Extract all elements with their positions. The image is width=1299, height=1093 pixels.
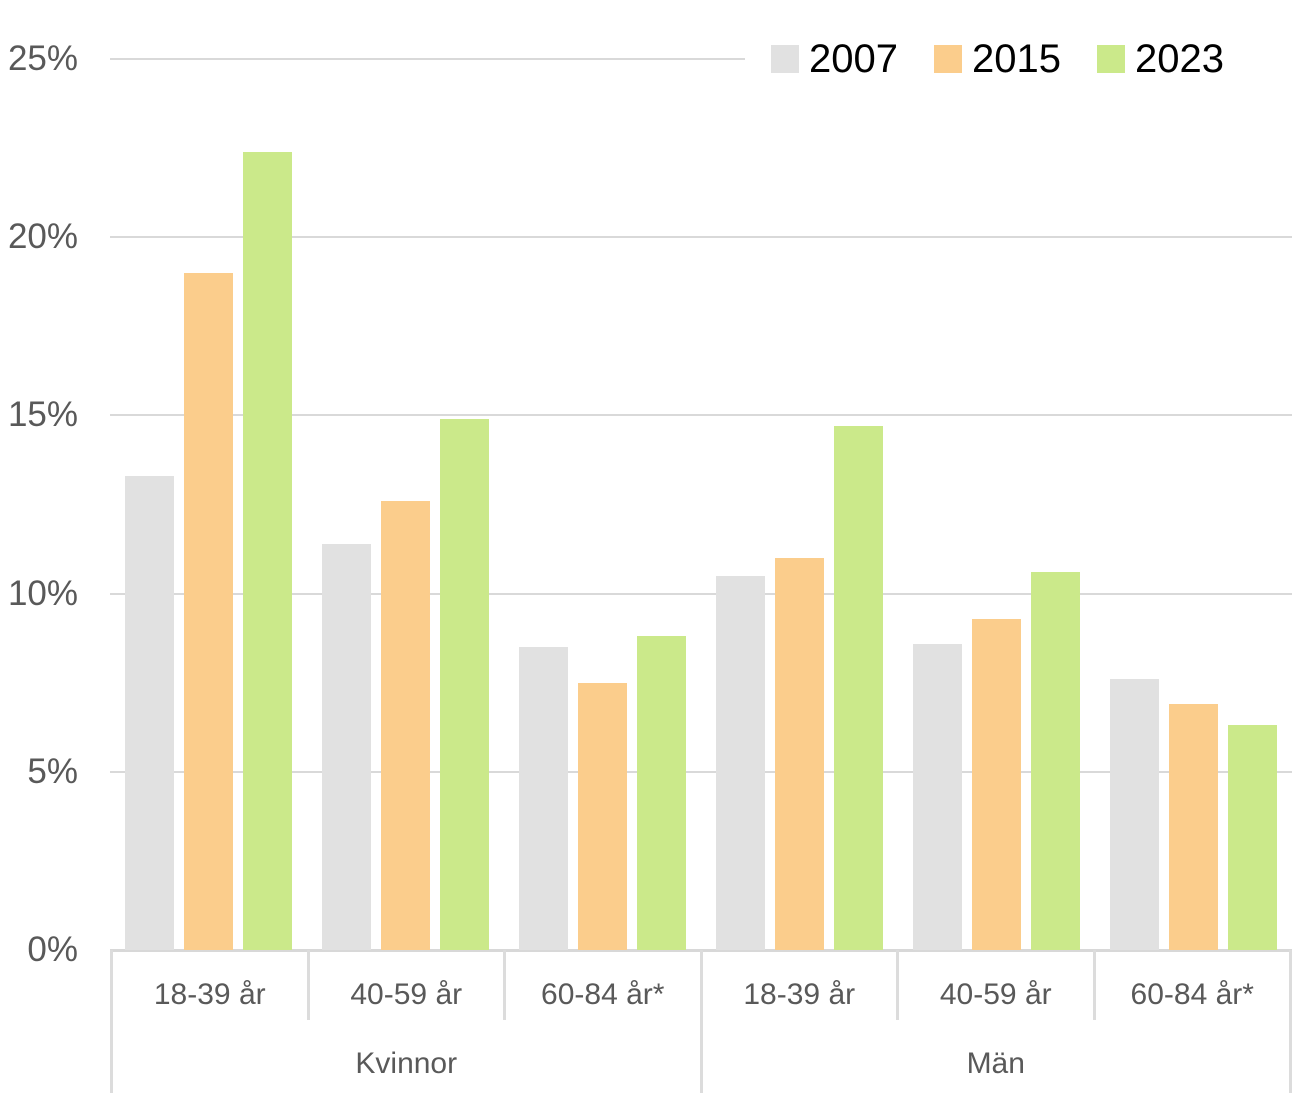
bar-2007-kvinnor-18-39-ar [125, 476, 174, 950]
legend-item-2023: 2023 [1096, 37, 1224, 81]
gridline-20 [110, 236, 1292, 239]
legend-label-2007: 2007 [809, 37, 898, 81]
age-group-label-18-39-ar-kvinnor: 18-39 år [113, 950, 310, 1020]
bar-2023-man-60-84-ar [1228, 725, 1277, 950]
bar-2015-man-40-59-ar [972, 618, 1021, 950]
y-tick-label-0: 0% [27, 930, 78, 969]
x-axis: 18-39 år 40-59 år 60-84 år* 18-39 år 40-59 å… [110, 950, 1292, 1093]
gridline-10 [110, 592, 1292, 595]
legend-item-2015: 2015 [933, 37, 1061, 81]
bar-2015-man-60-84-ar [1169, 704, 1218, 950]
legend-swatch-icon-2007 [771, 45, 799, 73]
bar-group-man-40-59-ar [898, 59, 1095, 950]
bar-2015-man-18-39-ar [775, 557, 824, 950]
bar-2007-man-60-84-ar [1110, 679, 1159, 950]
bar-2007-man-18-39-ar [716, 575, 765, 950]
age-group-label-60-84-ar-man: 60-84 år* [1130, 978, 1254, 1011]
bar-2007-kvinnor-60-84-ar [519, 647, 568, 950]
bar-2023-man-40-59-ar [1031, 572, 1080, 950]
bar-2015-kvinnor-18-39-ar [184, 272, 233, 950]
bar-group-kvinnor-40-59-ar [307, 59, 504, 950]
bar-2007-man-40-59-ar [913, 643, 962, 950]
bar-2023-man-18-39-ar [834, 426, 883, 950]
x-axis-age-row: 18-39 år 40-59 år 60-84 år* 18-39 år 40-59 å… [113, 950, 1289, 1020]
gender-label-kvinnor: Kvinnor [113, 1020, 703, 1093]
gridline-5 [110, 770, 1292, 773]
bar-group-man-60-84-ar [1095, 59, 1292, 950]
y-tick-label-20: 20% [7, 217, 78, 257]
y-tick-label-10: 10% [7, 573, 78, 613]
legend: 2007 2015 2023 [745, 26, 1299, 92]
bar-2023-kvinnor-60-84-ar [637, 636, 686, 950]
legend-label-2023: 2023 [1134, 37, 1224, 81]
plot-area [110, 58, 1292, 952]
bar-2023-kvinnor-18-39-ar [243, 151, 292, 950]
y-tick-label-25: 25% [7, 39, 78, 78]
bar-group-kvinnor-18-39-ar [110, 59, 307, 950]
bar-2007-kvinnor-40-59-ar [322, 543, 371, 950]
legend-item-2007: 2007 [771, 39, 898, 79]
age-group-label-40-59-ar-man: 40-59 år [899, 950, 1096, 1020]
y-tick-label-15: 15% [7, 395, 78, 435]
legend-swatch-icon-2015 [933, 45, 962, 73]
bar-group-man-18-39-ar [701, 59, 898, 950]
legend-label-2015: 2015 [971, 37, 1061, 81]
gridline-15 [110, 414, 1292, 417]
age-group-label-40-59-ar-kvinnor: 40-59 år [310, 950, 506, 1020]
bar-group-kvinnor-60-84-ar [504, 59, 701, 950]
gridline-25 [110, 58, 1292, 60]
bar-2023-kvinnor-40-59-ar [440, 418, 489, 950]
bar-2015-kvinnor-40-59-ar [381, 500, 430, 950]
gender-label-man: Män [966, 1046, 1025, 1080]
x-axis-gender-row: Kvinnor Män [113, 1020, 1289, 1093]
y-tick-label-5: 5% [27, 751, 78, 791]
age-group-label-18-39-ar-man: 18-39 år [703, 950, 899, 1020]
legend-swatch-icon-2023 [1096, 45, 1125, 73]
age-group-label-60-84-ar-kvinnor: 60-84 år* [506, 950, 703, 1020]
bar-2015-kvinnor-60-84-ar [578, 682, 627, 950]
